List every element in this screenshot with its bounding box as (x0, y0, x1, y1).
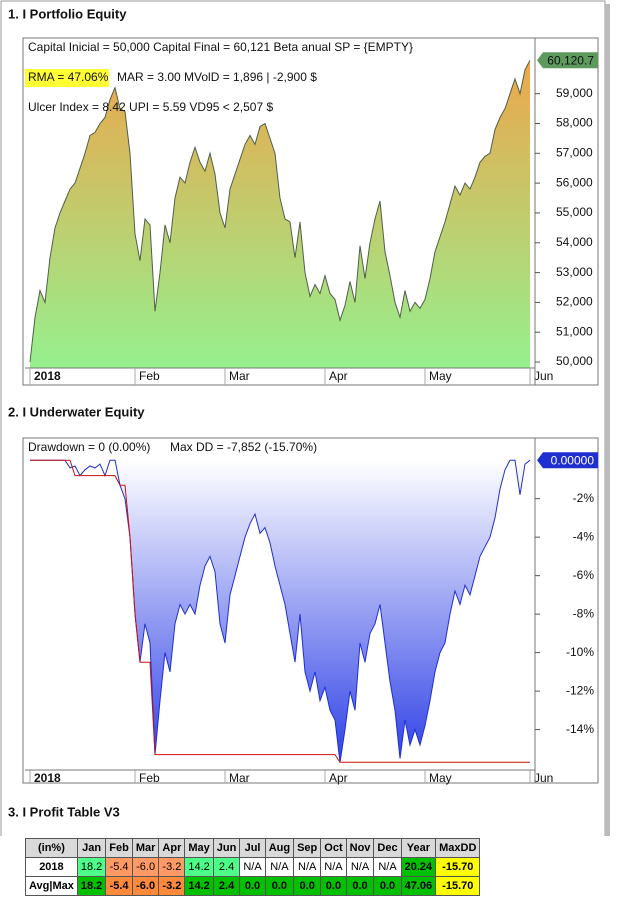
y-tick-label: -4% (573, 529, 595, 543)
table-cell: 14.2 (184, 857, 214, 877)
line (30, 459, 530, 763)
x-tick-label: May (429, 771, 452, 785)
table-cell: N/A (239, 857, 266, 877)
area (30, 460, 530, 763)
table-cell: -5.4 (105, 876, 133, 896)
table-cell: 18.2 (76, 857, 107, 877)
y-tick-label: -8% (573, 606, 595, 620)
y-tick-label: -2% (573, 491, 595, 505)
table-cell: Feb (105, 838, 133, 858)
last-value-label: 0.00000 (551, 453, 595, 467)
table-cell: Sep (293, 838, 322, 858)
x-tick-label: Apr (329, 369, 348, 383)
header-row: (in%) Jan Feb Mar Apr May Jun Jul Aug Sep Oct Nov De… (25, 838, 481, 858)
last-value-label: 60,120.7 (547, 53, 594, 67)
table-cell: 14.2 (184, 876, 214, 896)
line (30, 459, 531, 763)
table-cell: Oct (320, 838, 347, 858)
table-cell: Dec (373, 838, 402, 858)
table-row: 2018 18.2 -5.4 -6.0 -3.2 14.2 2.4 N/A N/A N/A N/A N… (25, 857, 481, 877)
y-tick-label: 57,000 (556, 145, 593, 159)
table-cell: (in%) (25, 838, 78, 858)
table-cell: -3.2 (158, 857, 186, 877)
highlight (25, 69, 109, 87)
table-cell: 2.4 (212, 857, 241, 877)
table-cell: -15.70 (435, 876, 481, 896)
annotation: RMA = 47.06% (28, 70, 109, 84)
table-row: Avg|Max 18.2 -5.4 -6.0 -3.2 14.2 2.4 0.0 0.0 0.0 0… (25, 876, 481, 896)
last-value-box (537, 452, 598, 469)
y-tick-label: 54,000 (556, 235, 593, 249)
y-tick-label: 50,000 (556, 354, 593, 368)
table-cell: Jan (76, 838, 107, 858)
table-cell: 0.0 (264, 876, 295, 896)
table-cell: N/A (320, 857, 347, 877)
y-tick-label: 55,000 (556, 205, 593, 219)
table-cell: -15.70 (435, 857, 481, 877)
annotation: Max DD = -7,852 (-15.70%) (170, 440, 317, 454)
x-tick-label: 2018 (34, 369, 61, 383)
table-cell: Year (400, 838, 437, 858)
table-cell: 20.24 (400, 857, 437, 877)
y-tick-label: 59,000 (556, 86, 593, 100)
x-tick-label: Jun (534, 771, 553, 785)
x-tick-label: Feb (139, 369, 160, 383)
line (29, 60, 531, 363)
annotation: Drawdown = 0 (0.00%) (28, 440, 150, 454)
table-cell: N/A (264, 857, 295, 877)
y-tick-label: 51,000 (556, 324, 593, 338)
table-cell: 47.06 (400, 876, 437, 896)
last-value-box (537, 52, 598, 69)
x-tick-label: Mar (229, 369, 250, 383)
x-tick-label: 2018 (34, 771, 61, 785)
x-tick-label: Feb (139, 771, 160, 785)
x-tick-label: Mar (229, 771, 250, 785)
x-tick-label: Jun (534, 369, 553, 383)
section-title: 3. I Profit Table V3 (8, 804, 120, 819)
section-title: 2. I Underwater Equity (8, 404, 145, 419)
table-cell: Avg|Max (25, 876, 78, 896)
table-cell: -6.0 (131, 857, 160, 877)
annotation: MAR = 3.00 MVolD = 1,896 | -2,900 $ (117, 70, 317, 84)
table-cell: 0.0 (345, 876, 375, 896)
table-cell: 2.4 (212, 876, 241, 896)
table-cell: N/A (293, 857, 322, 877)
x-tick-label: Apr (329, 771, 348, 785)
table-cell: -6.0 (131, 876, 160, 896)
annotation: Ulcer Index = 8.42 UPI = 5.59 VD95 < 2,5… (28, 100, 273, 114)
profit-table: (in%) Jan Feb Mar Apr May Jun Jul Aug Sep Oct Nov De… (25, 838, 481, 896)
table-cell: N/A (345, 857, 375, 877)
table-cell: Jul (239, 838, 266, 858)
y-tick-label: 52,000 (556, 295, 593, 309)
shadow (605, 4, 610, 916)
table-cell: 0.0 (293, 876, 322, 896)
y-tick-label: -14% (566, 722, 594, 736)
table-cell: 0.0 (239, 876, 266, 896)
table-cell: 0.0 (373, 876, 402, 896)
table-cell: May (184, 838, 214, 858)
y-tick-label: -10% (566, 645, 594, 659)
table-cell: 0.0 (320, 876, 347, 896)
table-cell: Mar (131, 838, 160, 858)
table-cell: Aug (264, 838, 295, 858)
table-cell: MaxDD (435, 838, 481, 858)
y-tick-label: 53,000 (556, 265, 593, 279)
table-cell: N/A (373, 857, 402, 877)
section-title: 1. I Portfolio Equity (8, 6, 127, 21)
x-tick-label: May (429, 369, 452, 383)
table-cell: -5.4 (105, 857, 133, 877)
table-cell: Nov (345, 838, 375, 858)
y-tick-label: -12% (566, 683, 594, 697)
table-cell: Jun (212, 838, 241, 858)
y-tick-label: -6% (573, 568, 595, 582)
table-cell: -3.2 (158, 876, 186, 896)
table-cell: Apr (158, 838, 186, 858)
y-tick-label: 58,000 (556, 116, 593, 130)
annotation: Capital Inicial = 50,000 Capital Final =… (28, 40, 413, 54)
table-cell: 18.2 (76, 876, 107, 896)
y-tick-label: 56,000 (556, 175, 593, 189)
table-cell: 2018 (25, 857, 78, 877)
